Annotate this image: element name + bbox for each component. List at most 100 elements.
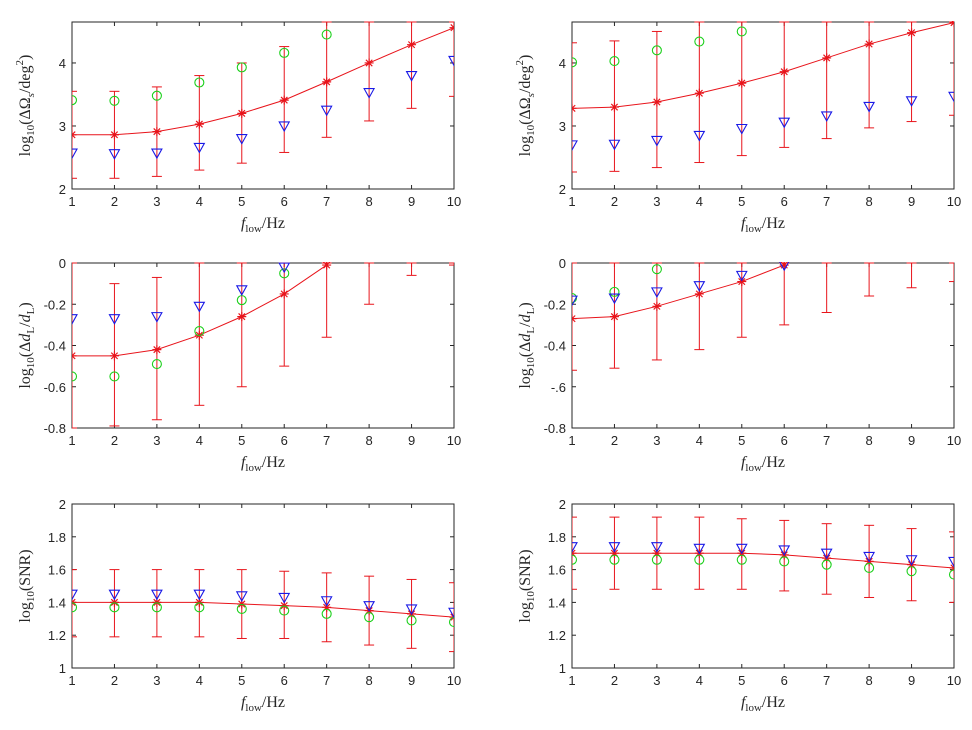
x-tick-label: 1 [68, 673, 75, 688]
x-tick-label: 6 [781, 673, 788, 688]
x-tick-label: 8 [365, 673, 372, 688]
data-point [694, 88, 704, 98]
data-point [572, 57, 578, 68]
data-point [405, 604, 418, 616]
data-point [449, 23, 454, 33]
data-point [737, 277, 747, 287]
data-point [237, 312, 247, 322]
x-tick-label: 6 [781, 194, 788, 209]
data-point [650, 287, 663, 299]
data-point [322, 602, 332, 612]
y-tick-label: -.6 [551, 380, 566, 395]
plot-frame [571, 262, 955, 429]
data-point [609, 548, 619, 558]
series-series-blue [572, 542, 954, 568]
data-point [278, 262, 291, 274]
data-point [72, 130, 77, 140]
plot-frame [71, 503, 455, 669]
data-point [863, 551, 876, 563]
data-point [906, 566, 917, 577]
data-point [194, 119, 204, 129]
y-tick-label: 1.8 [548, 530, 566, 545]
y-axis-label: log10(SNR) [17, 549, 37, 622]
x-tick-label: 7 [823, 194, 830, 209]
data-point [72, 602, 78, 613]
x-tick-label: 2 [611, 194, 618, 209]
data-point [693, 281, 706, 292]
x-axis-label: flow/Hz [241, 454, 285, 474]
data-point [905, 555, 918, 566]
series-median [572, 21, 954, 173]
series-series-green [72, 602, 454, 628]
series-median [572, 262, 954, 371]
data-point [72, 589, 78, 601]
data-point [109, 351, 119, 361]
x-tick-label: 3 [653, 194, 660, 209]
x-tick-label: 1 [568, 673, 575, 688]
x-tick-label: 4 [196, 673, 203, 688]
series-median [72, 21, 454, 179]
data-point [193, 301, 206, 313]
data-point [322, 77, 332, 87]
x-tick-label: 9 [908, 194, 915, 209]
x-tick-label: 7 [823, 673, 830, 688]
y-tick-label: 3 [59, 119, 66, 134]
y-tick-label: 1.4 [48, 595, 66, 610]
y-tick-label: -0.2 [544, 297, 566, 312]
data-layer [572, 262, 954, 371]
data-point [650, 542, 663, 553]
y-tick-label: 1.8 [48, 530, 66, 545]
data-point [109, 371, 120, 382]
y-axis-label: log10(ΔdL/dL) [17, 302, 37, 388]
data-point [778, 545, 791, 557]
x-tick-label: 5 [738, 194, 745, 209]
x-tick-label: 9 [908, 433, 915, 448]
series-series-green [572, 26, 747, 68]
y-axis-label: log10(ΔΩs/deg2) [514, 55, 537, 157]
x-tick-label: 9 [408, 433, 415, 448]
data-point [609, 286, 620, 297]
data-point [609, 312, 619, 322]
data-point [152, 345, 162, 355]
data-point [279, 605, 290, 616]
data-point [194, 326, 205, 337]
series-series-blue [72, 589, 454, 619]
data-layer [72, 262, 454, 429]
data-point [151, 602, 162, 613]
data-point [235, 285, 248, 296]
x-tick-label: 6 [281, 673, 288, 688]
data-point [779, 262, 789, 270]
y-tick-label: 1 [59, 661, 66, 676]
data-point [150, 148, 163, 160]
data-point [279, 289, 289, 299]
x-tick-label: 5 [238, 433, 245, 448]
x-tick-label: 2 [611, 673, 618, 688]
data-point [608, 139, 621, 151]
data-point [572, 554, 578, 565]
data-layer [72, 21, 454, 179]
y-tick-label: 1.6 [548, 563, 566, 578]
x-tick-label: 1 [68, 194, 75, 209]
x-tick-label: 5 [738, 673, 745, 688]
x-tick-label: 10 [947, 433, 961, 448]
data-point [321, 29, 332, 40]
data-point [278, 121, 291, 133]
x-tick-label: 8 [865, 194, 872, 209]
data-point [694, 36, 705, 47]
data-point [72, 371, 78, 382]
data-point [735, 543, 748, 555]
data-point [822, 53, 832, 63]
data-point [572, 103, 577, 113]
data-point [320, 105, 333, 117]
x-tick-label: 9 [408, 194, 415, 209]
data-point [652, 301, 662, 311]
data-point [652, 97, 662, 107]
data-point [150, 312, 163, 323]
y-tick-label: 1.2 [48, 628, 66, 643]
y-tick-label: 2 [59, 497, 66, 512]
series-line [72, 27, 454, 136]
y-tick-label: 1 [559, 661, 566, 676]
y-tick-label: -0.6 [44, 380, 66, 395]
y-axis-label: log10(ΔdL/dL) [517, 302, 537, 388]
data-layer [572, 516, 954, 603]
